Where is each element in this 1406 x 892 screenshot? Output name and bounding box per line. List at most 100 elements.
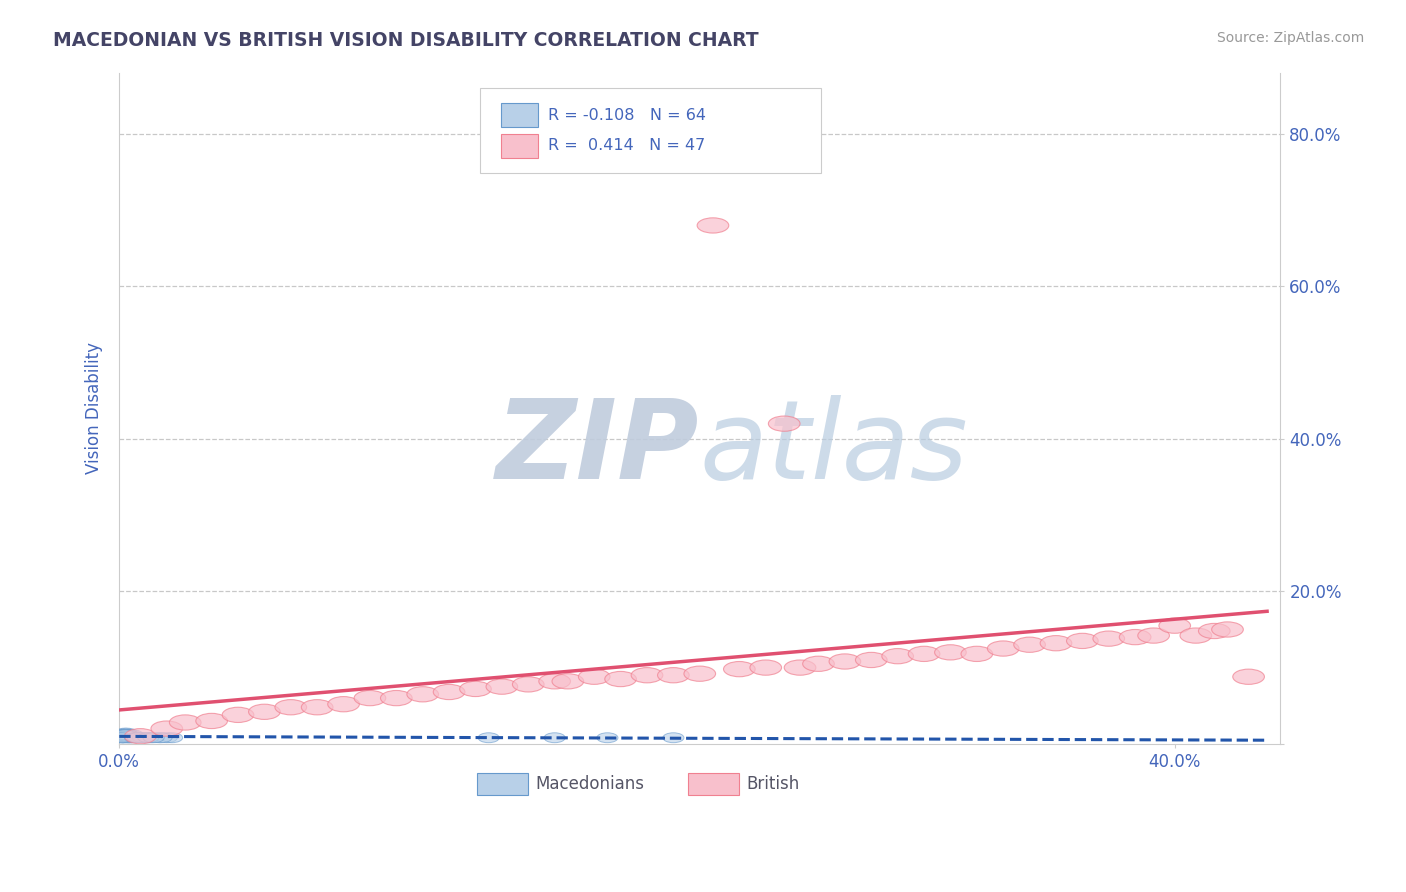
Ellipse shape <box>114 731 135 741</box>
Ellipse shape <box>117 731 138 741</box>
Ellipse shape <box>111 733 132 743</box>
Text: MACEDONIAN VS BRITISH VISION DISABILITY CORRELATION CHART: MACEDONIAN VS BRITISH VISION DISABILITY … <box>53 31 759 50</box>
Ellipse shape <box>135 733 156 743</box>
Ellipse shape <box>301 699 333 714</box>
Ellipse shape <box>111 731 132 741</box>
Ellipse shape <box>553 673 583 689</box>
Ellipse shape <box>749 660 782 675</box>
Ellipse shape <box>125 733 146 743</box>
Ellipse shape <box>111 731 132 741</box>
Ellipse shape <box>120 731 141 741</box>
Ellipse shape <box>114 728 135 738</box>
FancyBboxPatch shape <box>477 772 527 796</box>
Ellipse shape <box>114 730 135 739</box>
Ellipse shape <box>658 667 689 683</box>
Ellipse shape <box>381 690 412 706</box>
Ellipse shape <box>114 733 135 743</box>
Ellipse shape <box>120 733 141 743</box>
Ellipse shape <box>122 730 143 739</box>
FancyBboxPatch shape <box>501 134 538 158</box>
Ellipse shape <box>150 733 172 743</box>
FancyBboxPatch shape <box>481 88 821 173</box>
FancyBboxPatch shape <box>501 103 538 128</box>
Ellipse shape <box>111 730 132 739</box>
Ellipse shape <box>882 648 914 664</box>
Ellipse shape <box>830 654 860 669</box>
Ellipse shape <box>683 666 716 681</box>
Ellipse shape <box>148 733 169 743</box>
Ellipse shape <box>803 657 834 672</box>
Ellipse shape <box>114 731 135 741</box>
Ellipse shape <box>111 731 132 741</box>
Text: R =  0.414   N = 47: R = 0.414 N = 47 <box>548 138 704 153</box>
Ellipse shape <box>132 733 153 743</box>
Ellipse shape <box>662 733 683 743</box>
Ellipse shape <box>1159 618 1191 633</box>
Ellipse shape <box>785 660 815 675</box>
Ellipse shape <box>117 731 138 741</box>
Ellipse shape <box>169 714 201 731</box>
Ellipse shape <box>117 733 138 743</box>
Ellipse shape <box>162 733 183 743</box>
Ellipse shape <box>433 684 465 699</box>
Ellipse shape <box>249 704 280 720</box>
Ellipse shape <box>117 730 138 739</box>
Ellipse shape <box>114 731 135 741</box>
Ellipse shape <box>117 730 138 739</box>
Text: Source: ZipAtlas.com: Source: ZipAtlas.com <box>1216 31 1364 45</box>
Ellipse shape <box>478 733 499 743</box>
Ellipse shape <box>987 641 1019 657</box>
Ellipse shape <box>1092 631 1125 647</box>
Ellipse shape <box>1119 630 1152 645</box>
Ellipse shape <box>460 681 491 697</box>
Ellipse shape <box>117 730 138 739</box>
Ellipse shape <box>111 731 132 741</box>
Ellipse shape <box>125 729 156 744</box>
Ellipse shape <box>195 714 228 729</box>
Ellipse shape <box>127 733 148 743</box>
Ellipse shape <box>114 730 135 739</box>
Ellipse shape <box>935 645 966 660</box>
FancyBboxPatch shape <box>688 772 740 796</box>
Ellipse shape <box>111 733 132 743</box>
Ellipse shape <box>117 731 138 741</box>
Ellipse shape <box>328 697 360 712</box>
Ellipse shape <box>631 667 662 683</box>
Ellipse shape <box>114 731 135 741</box>
Ellipse shape <box>138 733 159 743</box>
Ellipse shape <box>117 728 138 738</box>
Ellipse shape <box>122 731 143 741</box>
Y-axis label: Vision Disability: Vision Disability <box>86 343 103 475</box>
Ellipse shape <box>114 733 135 743</box>
Ellipse shape <box>111 731 132 741</box>
Ellipse shape <box>117 731 138 741</box>
Ellipse shape <box>768 416 800 431</box>
Ellipse shape <box>156 733 177 743</box>
Ellipse shape <box>114 730 135 739</box>
Ellipse shape <box>120 730 141 739</box>
Ellipse shape <box>129 733 150 743</box>
Ellipse shape <box>1014 637 1046 652</box>
Ellipse shape <box>354 690 385 706</box>
Ellipse shape <box>697 218 728 233</box>
Ellipse shape <box>114 731 135 741</box>
Ellipse shape <box>120 733 141 743</box>
Ellipse shape <box>111 733 132 743</box>
Ellipse shape <box>114 731 135 741</box>
Ellipse shape <box>512 677 544 692</box>
Text: ZIP: ZIP <box>496 395 700 502</box>
Ellipse shape <box>855 652 887 667</box>
Ellipse shape <box>150 721 183 736</box>
Text: atlas: atlas <box>700 395 969 502</box>
Ellipse shape <box>1067 633 1098 648</box>
Text: R = -0.108   N = 64: R = -0.108 N = 64 <box>548 108 706 122</box>
Ellipse shape <box>406 687 439 702</box>
Ellipse shape <box>122 733 143 743</box>
Ellipse shape <box>143 733 165 743</box>
Ellipse shape <box>117 733 138 743</box>
Ellipse shape <box>578 669 610 684</box>
Text: British: British <box>747 775 800 793</box>
Ellipse shape <box>117 730 138 739</box>
Ellipse shape <box>544 733 565 743</box>
Ellipse shape <box>276 699 307 714</box>
